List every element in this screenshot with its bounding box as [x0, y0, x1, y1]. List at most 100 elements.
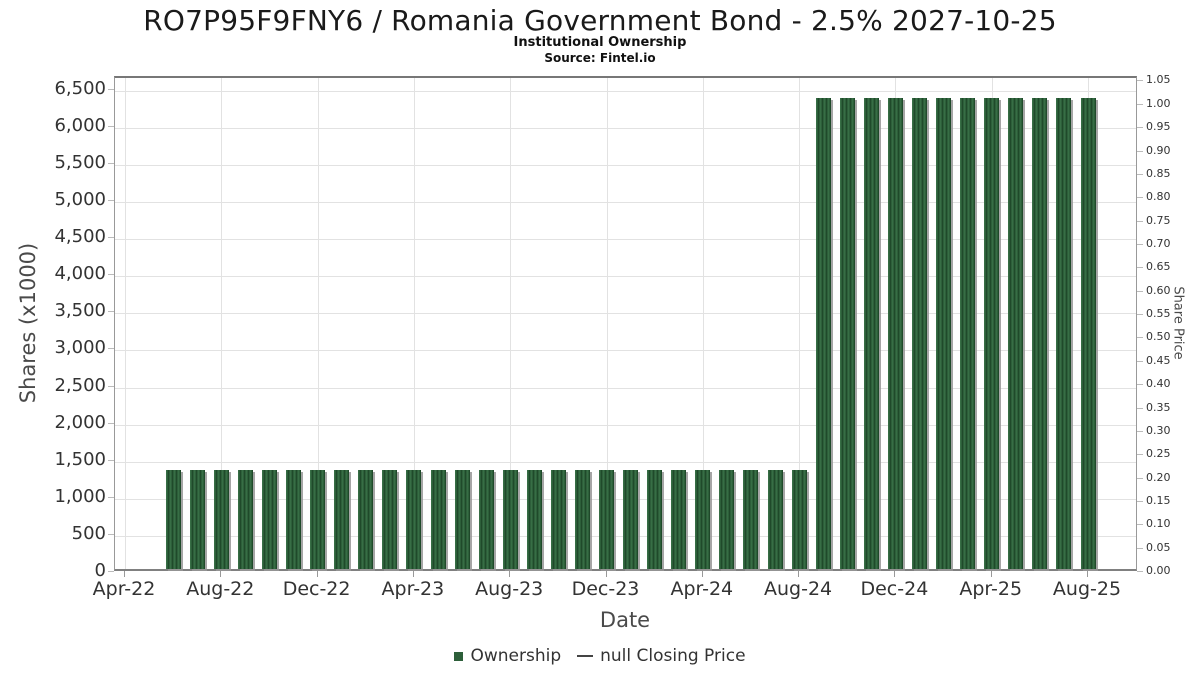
ownership-bar-Jan-23[interactable] — [334, 469, 350, 569]
ownership-bar-Sep-24[interactable] — [815, 97, 831, 569]
right-tick-label-0.85: 0.85 — [1146, 166, 1171, 180]
ownership-bar-Jun-25[interactable] — [1032, 97, 1048, 569]
right-tick-mark-0.60 — [1137, 290, 1143, 292]
left-tick-label-5000: 5,000 — [54, 188, 106, 210]
ownership-bar-Jun-24[interactable] — [743, 469, 759, 569]
ownership-bar-Aug-23[interactable] — [502, 469, 518, 569]
ownership-bar-Feb-23[interactable] — [358, 469, 374, 569]
ownership-bar-Jun-23[interactable] — [454, 469, 470, 569]
left-tick-label-2000: 2,000 — [54, 411, 106, 433]
ownership-bar-Mar-25[interactable] — [960, 97, 976, 569]
ownership-bar-Aug-25[interactable] — [1080, 97, 1096, 569]
left-tick-mark-500 — [108, 533, 114, 535]
ownership-bar-Dec-23[interactable] — [599, 469, 614, 569]
left-tick-label-5500: 5,500 — [54, 151, 106, 173]
right-tick-mark-0.40 — [1137, 384, 1143, 386]
ownership-bar-Jun-22[interactable] — [165, 469, 181, 569]
right-tick-mark-0.55 — [1137, 314, 1143, 315]
ownership-bar-Nov-22[interactable] — [286, 469, 301, 569]
gridline-v-Dec-22 — [317, 78, 319, 569]
plot-area — [114, 76, 1137, 571]
left-tick-label-0: 0 — [94, 560, 106, 581]
right-tick-mark-0.45 — [1137, 360, 1143, 362]
right-tick-mark-0.15 — [1137, 500, 1143, 502]
ownership-bar-May-25[interactable] — [1008, 97, 1024, 569]
ownership-bar-Jan-25[interactable] — [912, 97, 927, 569]
left-tick-label-6500: 6,500 — [54, 77, 106, 99]
right-tick-mark-0.50 — [1137, 337, 1143, 339]
ownership-bar-Jul-22[interactable] — [189, 469, 205, 569]
right-tick-label-0.80: 0.80 — [1146, 190, 1171, 204]
ownership-bar-Mar-23[interactable] — [382, 469, 398, 569]
legend-item-ownership[interactable]: Ownership — [454, 646, 561, 666]
legend-price-label: null Closing Price — [600, 646, 746, 666]
ownership-bar-Sep-23[interactable] — [526, 469, 542, 569]
gridline-v-Apr-23 — [413, 78, 415, 569]
ownership-bar-Jan-24[interactable] — [623, 469, 639, 569]
gridline-h-5000 — [115, 201, 1136, 203]
ownership-bar-Aug-24[interactable] — [791, 469, 807, 569]
x-tick-mark-Aug-24 — [798, 571, 800, 577]
right-tick-label-0.95: 0.95 — [1146, 120, 1171, 134]
x-tick-label-Apr-23: Apr-23 — [381, 578, 445, 600]
ownership-bar-May-24[interactable] — [719, 469, 735, 569]
ownership-bar-Oct-22[interactable] — [261, 469, 277, 569]
chart-title: RO7P95F9FNY6 / Romania Government Bond -… — [143, 4, 1057, 37]
x-tick-mark-Aug-23 — [509, 571, 511, 577]
ownership-bar-Apr-23[interactable] — [406, 469, 422, 569]
x-tick-mark-Apr-25 — [990, 571, 992, 577]
ownership-bar-Jul-23[interactable] — [478, 469, 494, 569]
right-tick-label-0.20: 0.20 — [1146, 470, 1171, 484]
ownership-bar-Dec-24[interactable] — [887, 97, 903, 569]
ownership-bar-Oct-24[interactable] — [839, 97, 855, 569]
right-tick-mark-0.00 — [1137, 571, 1143, 572]
left-tick-mark-3000 — [108, 348, 114, 350]
ownership-bar-Feb-24[interactable] — [647, 469, 663, 569]
ownership-bar-Apr-25[interactable] — [984, 97, 1000, 569]
ownership-bar-Jul-25[interactable] — [1056, 97, 1072, 569]
x-tick-mark-Dec-24 — [894, 571, 896, 577]
chart-source: Source: Fintel.io — [544, 51, 656, 65]
right-tick-mark-0.90 — [1137, 150, 1143, 152]
left-tick-label-1500: 1,500 — [54, 448, 106, 470]
ownership-bar-Nov-24[interactable] — [863, 97, 879, 569]
ownership-bar-Aug-22[interactable] — [213, 469, 229, 569]
right-tick-label-0.00: 0.00 — [1146, 564, 1171, 577]
gridline-h-6500 — [115, 90, 1136, 92]
ownership-bar-Dec-22[interactable] — [310, 469, 326, 569]
legend-item-closing-price[interactable]: null Closing Price — [577, 646, 746, 666]
left-tick-mark-4500 — [108, 237, 114, 238]
gridline-v-Aug-23 — [510, 78, 512, 569]
right-tick-label-0.75: 0.75 — [1146, 213, 1171, 227]
right-tick-label-1.00: 1.00 — [1146, 96, 1171, 110]
left-tick-label-3500: 3,500 — [54, 300, 106, 322]
ownership-swatch-icon — [454, 651, 464, 661]
right-tick-label-0.30: 0.30 — [1146, 423, 1171, 437]
right-tick-mark-0.85 — [1137, 173, 1143, 175]
ownership-bar-Apr-24[interactable] — [695, 469, 711, 569]
x-tick-label-Dec-24: Dec-24 — [860, 578, 929, 600]
gridline-v-Dec-23 — [606, 78, 608, 569]
gridline-h-2000 — [115, 424, 1136, 426]
right-tick-mark-0.80 — [1137, 197, 1143, 199]
x-tick-mark-Dec-22 — [316, 571, 318, 577]
ownership-bar-Nov-23[interactable] — [574, 469, 590, 569]
ownership-bar-Jul-24[interactable] — [767, 469, 783, 569]
ownership-bar-Oct-23[interactable] — [550, 469, 566, 569]
left-tick-mark-5000 — [108, 199, 114, 201]
x-axis-title: Date — [599, 608, 651, 632]
price-line-icon — [577, 655, 594, 657]
gridline-v-Aug-24 — [799, 78, 801, 569]
ownership-bar-Sep-22[interactable] — [237, 469, 253, 569]
ownership-bar-Mar-24[interactable] — [671, 469, 687, 569]
right-tick-label-0.65: 0.65 — [1146, 260, 1171, 274]
x-tick-label-Apr-22: Apr-22 — [92, 578, 156, 600]
right-tick-mark-0.10 — [1137, 524, 1143, 526]
ownership-bar-Feb-25[interactable] — [936, 97, 951, 569]
left-tick-mark-6500 — [108, 88, 114, 90]
x-tick-label-Aug-22: Aug-22 — [186, 578, 255, 600]
left-tick-mark-6000 — [108, 125, 114, 127]
x-tick-label-Apr-25: Apr-25 — [959, 578, 1023, 600]
ownership-bar-May-23[interactable] — [430, 469, 446, 569]
x-tick-label-Dec-23: Dec-23 — [571, 578, 640, 600]
